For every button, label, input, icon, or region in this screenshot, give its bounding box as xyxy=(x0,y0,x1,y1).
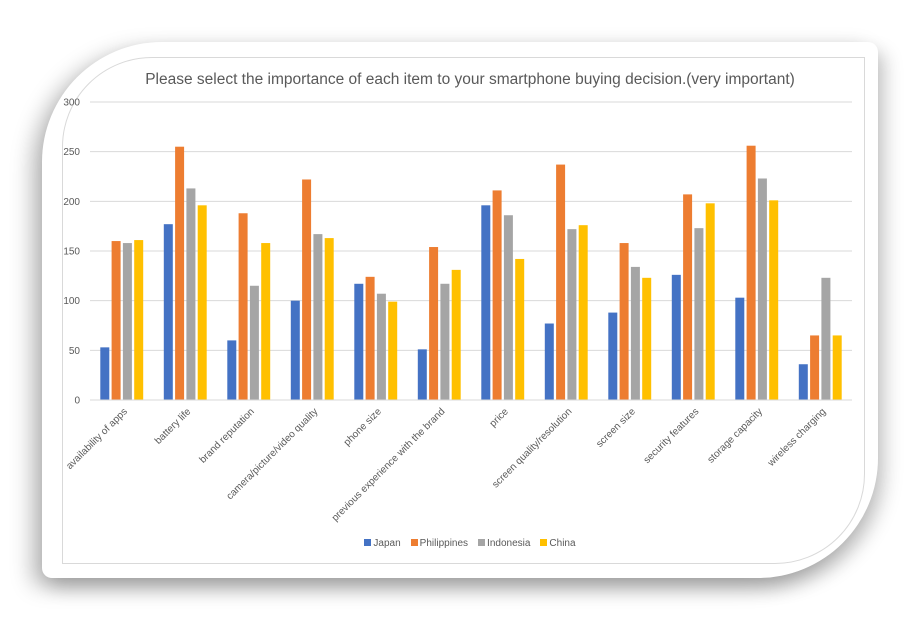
x-tick-label: phone size xyxy=(342,406,384,448)
legend-item-japan: Japan xyxy=(364,538,401,549)
legend-label: Indonesia xyxy=(487,538,531,549)
x-tick-label: battery life xyxy=(153,406,194,447)
bar-indonesia-2 xyxy=(249,285,259,400)
bar-indonesia-10 xyxy=(757,178,767,400)
bar-indonesia-3 xyxy=(313,234,323,400)
x-tick-label: screen size xyxy=(594,406,638,450)
bar-japan-2 xyxy=(227,340,237,400)
bar-japan-4 xyxy=(354,283,364,400)
bar-china-8 xyxy=(642,277,652,400)
bar-japan-3 xyxy=(290,300,300,400)
bar-china-11 xyxy=(832,335,842,400)
bar-philippines-11 xyxy=(810,335,820,400)
bar-philippines-6 xyxy=(492,190,502,400)
x-axis: availability of apps battery life brand re… xyxy=(64,399,852,524)
y-tick-label: 150 xyxy=(63,247,80,258)
legend-label: Philippines xyxy=(419,538,469,549)
legend-item-philippines: Philippines xyxy=(410,538,469,549)
y-tick-label: 250 xyxy=(63,147,80,158)
y-tick-label: 100 xyxy=(63,296,80,307)
legend-swatch xyxy=(410,539,418,546)
bar-china-7 xyxy=(578,225,588,400)
bar-china-1 xyxy=(197,205,207,400)
x-tick-label: availability of apps xyxy=(64,406,130,472)
bar-philippines-7 xyxy=(556,164,566,400)
bar-japan-10 xyxy=(735,297,745,400)
bar-indonesia-11 xyxy=(821,277,831,400)
bar-china-9 xyxy=(705,203,715,400)
bar-indonesia-9 xyxy=(694,228,704,400)
legend-item-indonesia: Indonesia xyxy=(478,538,530,549)
bar-japan-1 xyxy=(163,224,173,400)
bar-philippines-2 xyxy=(238,213,248,400)
bar-japan-7 xyxy=(544,323,554,400)
bar-japan-5 xyxy=(417,349,427,400)
bar-china-2 xyxy=(261,243,271,400)
legend-swatch xyxy=(540,539,548,546)
bar-japan-6 xyxy=(481,205,491,400)
bar-indonesia-7 xyxy=(567,229,577,400)
bar-philippines-0 xyxy=(111,241,121,400)
x-tick-label: brand reputation xyxy=(198,406,257,465)
bar-japan-9 xyxy=(671,274,681,400)
bar-indonesia-8 xyxy=(630,266,640,400)
bars xyxy=(100,145,842,400)
x-tick-label: storage capacity xyxy=(706,406,765,465)
x-tick-label: previous experience with the brand xyxy=(330,406,447,523)
legend-label: Japan xyxy=(373,538,401,549)
x-tick-label: security features xyxy=(642,406,702,466)
bar-philippines-4 xyxy=(365,276,375,400)
bar-japan-0 xyxy=(100,347,110,400)
bar-china-5 xyxy=(451,269,461,400)
bar-philippines-5 xyxy=(429,247,439,400)
bar-philippines-9 xyxy=(683,194,693,400)
bar-indonesia-6 xyxy=(503,215,513,400)
bar-indonesia-1 xyxy=(186,188,196,400)
bar-china-10 xyxy=(769,200,779,400)
bar-philippines-1 xyxy=(175,146,185,400)
bar-japan-11 xyxy=(798,364,808,400)
bar-philippines-10 xyxy=(746,145,756,400)
legend-item-china: China xyxy=(540,538,576,549)
bar-china-4 xyxy=(388,301,398,400)
bar-china-3 xyxy=(324,238,334,400)
y-tick-label: 50 xyxy=(69,346,81,357)
y-axis: 0 50 100 150 200 250 300 xyxy=(63,98,80,407)
legend: Japan Philippines Indonesia China xyxy=(0,538,921,549)
chart-area xyxy=(62,57,865,564)
legend-swatch xyxy=(478,539,486,546)
legend-swatch xyxy=(364,539,372,546)
bar-indonesia-5 xyxy=(440,283,450,400)
bar-indonesia-4 xyxy=(376,293,386,400)
y-tick-label: 300 xyxy=(63,98,80,109)
chart-title: Please select the importance of each ite… xyxy=(145,71,795,88)
bar-indonesia-0 xyxy=(122,243,132,400)
bar-china-0 xyxy=(134,240,144,400)
y-tick-label: 0 xyxy=(74,396,80,407)
x-tick-label: wireless charging xyxy=(765,406,828,469)
y-tick-label: 200 xyxy=(63,197,80,208)
x-tick-label: price xyxy=(488,406,511,429)
bar-japan-8 xyxy=(608,312,618,400)
bar-china-6 xyxy=(515,258,525,400)
legend-label: China xyxy=(549,538,576,549)
bar-philippines-8 xyxy=(619,243,629,400)
bar-philippines-3 xyxy=(302,179,312,400)
